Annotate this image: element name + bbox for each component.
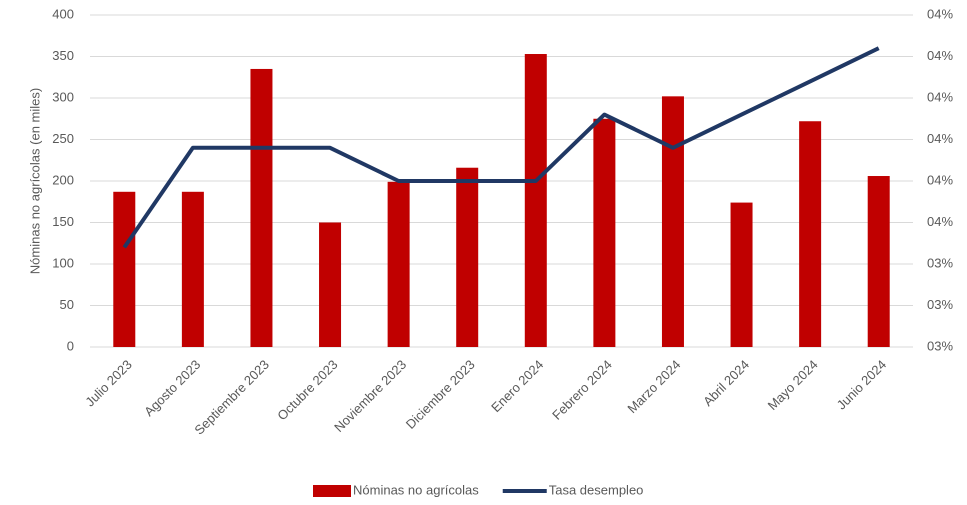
x-tick-label: Octubre 2023 bbox=[274, 357, 340, 423]
x-tick-label: Junio 2024 bbox=[834, 357, 890, 413]
y2-tick-label: 04% bbox=[927, 48, 953, 63]
x-tick-label: Marzo 2024 bbox=[624, 357, 683, 416]
legend-label: Tasa desempleo bbox=[549, 482, 644, 497]
bar bbox=[799, 121, 822, 348]
x-tick-label: Diciembre 2023 bbox=[403, 357, 478, 432]
legend-swatch bbox=[313, 485, 351, 497]
y-tick-label: 300 bbox=[52, 89, 74, 104]
y2-tick-label: 04% bbox=[927, 214, 953, 229]
y-tick-label: 250 bbox=[52, 131, 74, 146]
bar bbox=[867, 176, 890, 347]
x-tick-label: Enero 2024 bbox=[488, 357, 546, 415]
bar bbox=[113, 191, 136, 347]
bar bbox=[181, 191, 204, 347]
bar bbox=[524, 54, 547, 347]
line bbox=[122, 46, 880, 249]
y-tick-label: 150 bbox=[52, 214, 74, 229]
x-tick-label: Agosto 2023 bbox=[141, 357, 203, 419]
x-tick-label: Febrero 2024 bbox=[549, 357, 615, 423]
y2-tick-label: 04% bbox=[927, 6, 953, 21]
y2-tick-label: 03% bbox=[927, 255, 953, 270]
y-tick-label: 50 bbox=[60, 297, 74, 312]
x-tick-label: Julio 2023 bbox=[82, 357, 135, 410]
legend-label: Nóminas no agrícolas bbox=[353, 482, 479, 497]
bar bbox=[456, 167, 479, 347]
x-tick-label: Mayo 2024 bbox=[765, 357, 821, 413]
y-tick-label: 400 bbox=[52, 6, 74, 21]
bar bbox=[319, 222, 342, 347]
bar bbox=[593, 118, 616, 347]
bar bbox=[387, 181, 410, 347]
x-tick-label: Noviembre 2023 bbox=[331, 357, 409, 435]
x-tick-label: Abril 2024 bbox=[700, 357, 752, 409]
y-tick-label: 350 bbox=[52, 48, 74, 63]
y-tick-label: 100 bbox=[52, 255, 74, 270]
y2-tick-label: 04% bbox=[927, 131, 953, 146]
y2-tick-label: 03% bbox=[927, 338, 953, 353]
y2-tick-label: 03% bbox=[927, 297, 953, 312]
y2-tick-label: 04% bbox=[927, 89, 953, 104]
x-tick-label: Septiembre 2023 bbox=[191, 357, 272, 438]
bar bbox=[730, 202, 753, 347]
bar bbox=[250, 68, 273, 347]
y-axis-label: Nóminas no agrícolas (en miles) bbox=[27, 88, 42, 274]
y-tick-label: 0 bbox=[67, 338, 74, 353]
y2-tick-label: 04% bbox=[927, 172, 953, 187]
y-tick-label: 200 bbox=[52, 172, 74, 187]
bar bbox=[661, 96, 684, 347]
